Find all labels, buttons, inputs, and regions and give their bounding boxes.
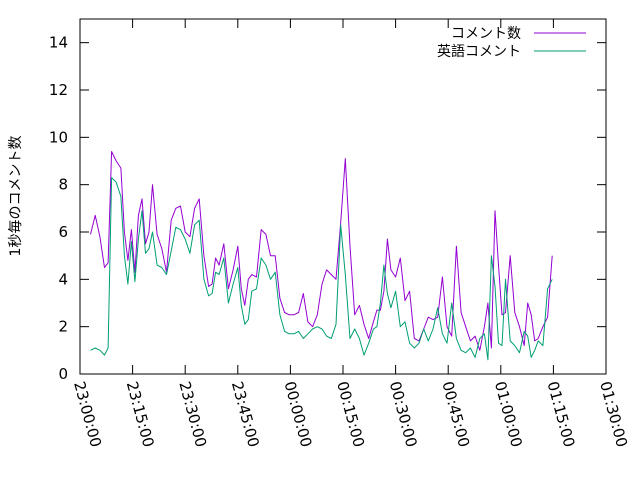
series-line-1 — [90, 151, 553, 351]
x-tick-label: 00:45:00 — [438, 379, 473, 449]
x-tick-label: 00:00:00 — [281, 379, 316, 449]
x-tick-label: 00:30:00 — [386, 379, 421, 449]
y-tick-label: 10 — [49, 128, 68, 146]
y-axis-title: 1秒毎のコメント数 — [8, 136, 24, 257]
y-tick-label: 8 — [58, 176, 68, 194]
x-tick-label: 23:45:00 — [228, 379, 263, 449]
series-layer — [90, 151, 553, 361]
y-tick-label: 2 — [58, 318, 68, 336]
legend-label-2: 英語コメント — [437, 43, 521, 60]
x-axis: 23:00:00 23:15:00 23:30:00 23:45:00 00:00:00… — [70, 19, 631, 449]
x-tick-label: 01:15:00 — [544, 379, 579, 449]
x-tick-label: 23:15:00 — [123, 379, 158, 449]
x-tick-label: 00:15:00 — [333, 379, 368, 449]
y-axis: 0 2 4 6 8 10 12 14 — [49, 34, 606, 383]
x-tick-label: 23:30:00 — [175, 379, 210, 449]
x-tick-label: 01:30:00 — [596, 379, 631, 449]
y-tick-label: 6 — [58, 223, 68, 241]
y-tick-label: 0 — [58, 365, 68, 383]
x-tick-label: 23:00:00 — [70, 379, 105, 449]
y-tick-label: 12 — [49, 81, 68, 99]
x-tick-label: 01:00:00 — [491, 379, 526, 449]
y-tick-label: 4 — [58, 270, 68, 288]
legend-label-1: コメント数 — [451, 26, 521, 42]
series-line-2 — [90, 177, 553, 361]
y-tick-label: 14 — [49, 34, 68, 52]
